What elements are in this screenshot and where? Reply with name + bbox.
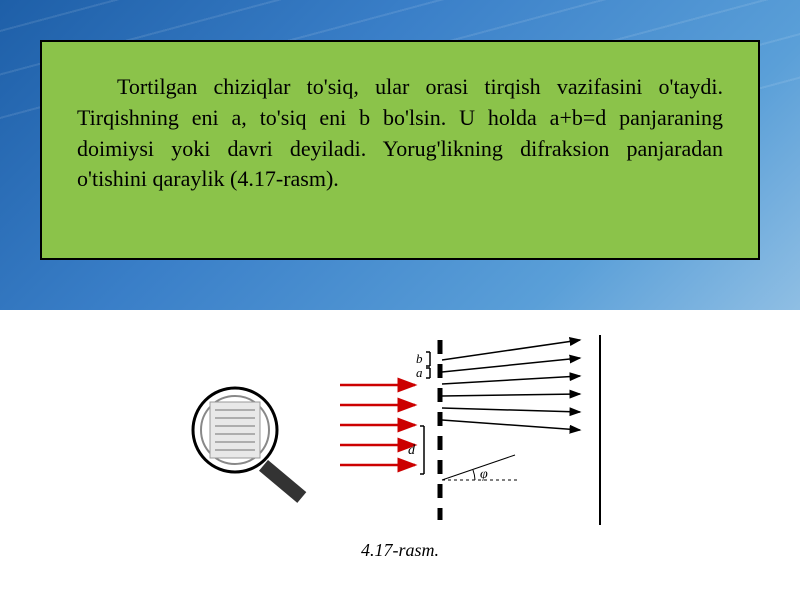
main-paragraph: Tortilgan chiziqlar to'siq, ular orasi t… bbox=[77, 72, 723, 195]
label-b: b bbox=[416, 351, 423, 366]
figure-caption: 4.17-rasm. bbox=[0, 540, 800, 561]
diffraction-diagram: b a d φ bbox=[180, 330, 620, 530]
label-a: a bbox=[416, 365, 423, 380]
content-box: Tortilgan chiziqlar to'siq, ular orasi t… bbox=[40, 40, 760, 260]
label-phi: φ bbox=[480, 467, 488, 482]
figure-area: b a d φ 4.17-rasm. bbox=[0, 310, 800, 600]
label-d: d bbox=[408, 443, 416, 458]
